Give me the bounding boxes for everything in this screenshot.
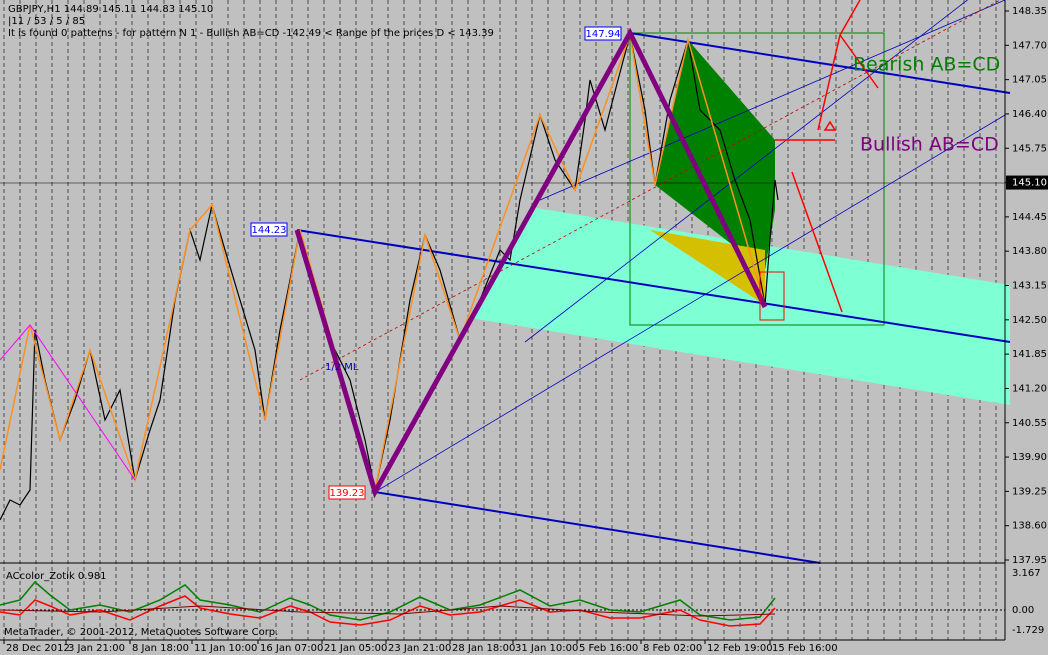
time-label: 28 Dec 2012 [6, 643, 70, 654]
price-label: 143.15 [1012, 281, 1047, 292]
time-label: 28 Jan 18:00 [452, 643, 515, 654]
point-label: 144.23 [252, 225, 287, 236]
indicator-label: 0.00 [1012, 605, 1034, 616]
price-label: 148.35 [1012, 6, 1047, 17]
price-label: 141.20 [1012, 383, 1047, 394]
indicator-axis: 3.167 0.00 -1.729 [1012, 568, 1044, 636]
median-line [539, 0, 1006, 201]
indicator-green [0, 580, 776, 621]
price-label: 139.90 [1012, 452, 1047, 463]
price-label: 140.55 [1012, 418, 1047, 429]
price-label: 145.10 [1012, 178, 1047, 189]
price-label: 144.45 [1012, 212, 1047, 223]
time-label: 3 Jan 21:00 [68, 643, 125, 654]
counter-line: |11 / 53 / 5 / 85 [8, 16, 85, 27]
time-label: 8 Jan 18:00 [132, 643, 189, 654]
time-label: 31 Jan 10:00 [515, 643, 578, 654]
copyright: MetaTrader, © 2001-2012, MetaQuotes Soft… [4, 627, 278, 638]
price-axis: 148.35 147.70 147.05 146.40 145.75 145.10 144.… [1005, 6, 1048, 566]
median-line [524, 0, 969, 343]
time-label: 11 Jan 10:00 [194, 643, 257, 654]
price-label: 139.25 [1012, 486, 1047, 497]
price-line [0, 34, 779, 521]
arrow [839, 34, 879, 89]
current-price-box [1006, 175, 1048, 190]
target-box [759, 271, 785, 321]
pattern-line: It is found 0 patterns - for pattern N 1… [8, 28, 494, 39]
channel-upper [629, 32, 1011, 94]
grid [3, 0, 997, 640]
arrow [791, 171, 843, 313]
channel-lower [374, 491, 821, 564]
price-label: 137.95 [1012, 555, 1047, 566]
symbol-line: GBPJPY,H1 144.89 145.11 144.83 145.10 [8, 4, 213, 15]
indicator-signal [0, 605, 776, 617]
price-label: 142.50 [1012, 315, 1047, 326]
price-label: 141.85 [1012, 349, 1047, 360]
bearish-label: Bearish AB=CD [853, 54, 1000, 76]
abcd-pattern [294, 27, 768, 499]
indicator-name: ACcolor_Zotik 0.981 [6, 571, 107, 582]
dotted-line [299, 0, 1001, 381]
bullish-label: Bullish AB=CD [860, 134, 999, 156]
indicator-label: 3.167 [1012, 568, 1041, 579]
label-box [328, 485, 366, 500]
label-box [584, 26, 622, 41]
up-arrow [823, 120, 837, 131]
pitchfork [296, 0, 1011, 564]
label-box [250, 222, 288, 237]
time-label: 23 Jan 21:00 [388, 643, 451, 654]
time-label: 12 Feb 19:00 [707, 643, 773, 654]
indicator-red [0, 595, 776, 627]
price-label: 147.70 [1012, 40, 1047, 51]
time-label: 5 Feb 16:00 [579, 643, 638, 654]
time-label: 16 Jan 07:00 [260, 643, 323, 654]
forecast-arrows [775, 0, 879, 313]
price-label: 146.40 [1012, 109, 1047, 120]
point-label: 147.94 [586, 29, 621, 40]
median-line [374, 114, 1006, 493]
time-label: 21 Jan 05:00 [324, 643, 387, 654]
indicator-label: -1.729 [1012, 625, 1044, 636]
price-label: 138.60 [1012, 521, 1047, 532]
time-label: 15 Feb 16:00 [772, 643, 838, 654]
median-label: 1/2 ML [325, 362, 359, 373]
time-label: 8 Feb 02:00 [643, 643, 702, 654]
bearish-zone [655, 40, 775, 270]
point-label: 139.23 [330, 488, 365, 499]
fibo-band [470, 207, 1010, 405]
price-label: 147.05 [1012, 75, 1047, 86]
pattern-box [629, 32, 885, 326]
price-label: 143.80 [1012, 246, 1047, 257]
channel-middle [296, 229, 1011, 343]
price-label: 145.75 [1012, 143, 1047, 154]
zigzag-old [0, 324, 136, 481]
